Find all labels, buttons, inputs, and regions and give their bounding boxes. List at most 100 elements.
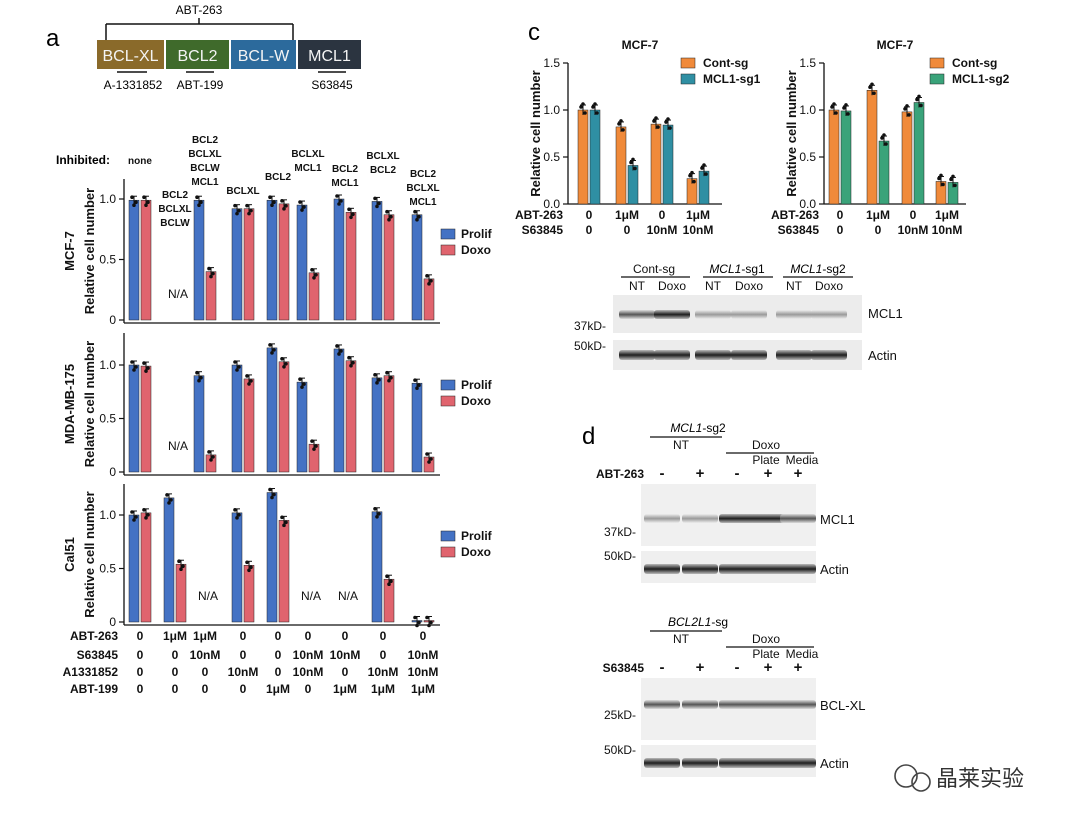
bar-doxo — [243, 208, 255, 321]
data-point — [284, 204, 288, 208]
condition-value: 1μM — [193, 629, 217, 643]
y-tick-label: 0.5 — [99, 562, 116, 576]
bar-prolif — [333, 348, 345, 473]
protein-label-2: BCL-W — [238, 48, 290, 65]
condition-value: 0 — [137, 682, 144, 696]
data-point — [247, 568, 251, 573]
data-point — [179, 567, 183, 572]
western-blots: Cont-sg MCL1-sg1 MCL1-sg2 NT Doxo NT Doxo NT Dox… — [574, 262, 903, 777]
condition-value: 1μM — [163, 629, 187, 643]
na-label: N/A — [168, 439, 188, 453]
target-diagram: ABT-263 BCL-XL BCL2 BCL-W MCL1 A-1331852 AB… — [97, 3, 361, 92]
data-point — [953, 183, 957, 188]
data-point — [349, 363, 353, 368]
data-point — [268, 487, 272, 492]
bar-sg — [627, 165, 639, 205]
data-point — [233, 203, 237, 208]
legend-swatch-prolif — [440, 379, 456, 391]
data-point — [349, 215, 353, 220]
data-point — [312, 276, 316, 280]
inhibited-line: BCL2 — [332, 164, 359, 175]
data-point — [130, 195, 134, 200]
protein-label-0: BCL-XL — [102, 48, 158, 65]
data-point — [704, 172, 708, 176]
blot-band — [695, 350, 731, 360]
blot-band — [750, 758, 786, 768]
subgroup-media: Media — [786, 647, 819, 661]
condition-value: 0 — [240, 648, 247, 662]
legend-prolif: Prolif — [461, 529, 493, 543]
condition-row-label: ABT-199 — [70, 682, 118, 696]
bar-cont — [866, 90, 878, 205]
blot-band — [780, 700, 816, 709]
data-point — [868, 85, 872, 90]
data-point — [880, 136, 884, 140]
condition-value: 1μM — [371, 682, 395, 696]
condition-row-label: S63845 — [77, 648, 119, 662]
label-top: BCL-XL — [820, 698, 866, 713]
data-point — [631, 157, 635, 162]
data-point — [387, 582, 391, 586]
y-tick-label: 1.0 — [99, 508, 116, 522]
bar-sg — [840, 110, 852, 205]
data-point — [132, 518, 136, 522]
data-point — [132, 368, 136, 372]
data-point — [377, 511, 381, 516]
condition-value: 1μM — [333, 682, 357, 696]
data-point — [142, 195, 146, 200]
data-point — [619, 119, 623, 123]
condition-value: 0 — [837, 208, 844, 222]
condition-value: 0 — [659, 208, 666, 222]
group-doxo: Doxo — [752, 632, 780, 646]
inhibited-group-0: none — [128, 156, 152, 167]
data-point — [872, 91, 876, 96]
bar-sg — [662, 124, 674, 205]
data-point — [270, 203, 274, 208]
blot-band — [719, 514, 755, 523]
data-point — [581, 102, 585, 106]
bar-prolif — [266, 199, 278, 321]
inhibited-group-3: BCLXL — [226, 186, 259, 197]
data-point — [245, 374, 249, 378]
data-point — [199, 200, 203, 205]
data-point — [207, 266, 211, 271]
condition-value: 0 — [342, 629, 349, 643]
s63845-label: S63845 — [311, 78, 353, 92]
sign: + — [696, 465, 705, 482]
condition-value: 1μM — [615, 208, 639, 222]
data-point — [664, 120, 668, 124]
inhibited-group-8: BCL2 BCLXL MCL1 — [406, 169, 439, 208]
sign: + — [696, 659, 705, 676]
data-point — [134, 200, 138, 205]
bar-doxo — [383, 375, 395, 473]
condition-value: 0 — [275, 648, 282, 662]
data-point — [917, 94, 921, 99]
sign: - — [660, 465, 665, 482]
bar-prolif — [371, 377, 383, 473]
data-point — [302, 205, 306, 209]
data-point — [337, 202, 341, 206]
data-point — [373, 506, 377, 511]
bar-doxo — [243, 565, 255, 623]
data-point — [583, 111, 587, 115]
condition-value: 0 — [137, 665, 144, 679]
data-point — [312, 447, 316, 451]
blot-c-group-label: Cont-sg — [633, 262, 675, 276]
bar-sg — [878, 140, 890, 205]
blot-c-lane-label: NT — [705, 279, 722, 293]
bar-prolif — [296, 381, 308, 473]
bar-cont — [901, 111, 913, 205]
protein-box-3 — [298, 40, 361, 69]
inhibited-group-1: BCL2 BCLXL BCLW — [158, 190, 191, 229]
data-point — [919, 103, 923, 108]
condition-value: 1μM — [935, 208, 959, 222]
data-point — [209, 458, 213, 462]
bar-prolif — [231, 364, 243, 473]
condition-value: 10nM — [408, 665, 439, 679]
bar-prolif — [411, 214, 423, 321]
inhibited-header: Inhibited: noneBCL2BCLXLBCLWBCL2BCLXLBCL… — [56, 135, 440, 229]
data-point — [385, 574, 389, 578]
condition-value: 0 — [137, 629, 144, 643]
blot-band — [644, 514, 680, 523]
